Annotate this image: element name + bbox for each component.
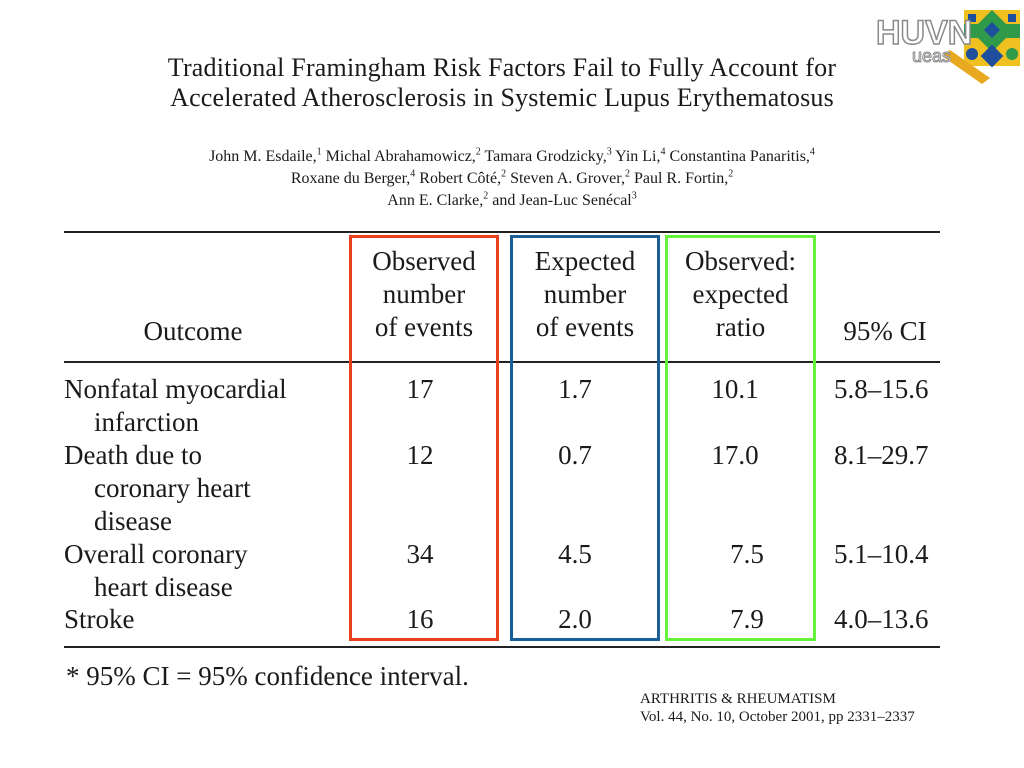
author-line-3: Ann E. Clarke,2 and Jean-Luc Senécal3 [0,190,1024,212]
table-header-rule [64,361,940,363]
row4-observed: 16 [406,604,434,634]
row1-ratio: 10.1 [711,374,759,404]
author-name: Tamara Grodzicky, [480,148,607,165]
mosaic-pattern-icon [964,10,1020,68]
author-affiliation: 4 [410,168,416,180]
table-bottom-rule [64,646,940,648]
author-name: Michal Abrahamowicz, [321,148,476,165]
author-affiliation: 4 [660,146,666,158]
header-ratio: Observed: expected ratio [685,246,796,342]
table-footnote: * 95% CI = 95% confidence interval. [66,661,469,691]
author-affiliation: 2 [483,190,489,202]
author-name: John M. Esdaile, [209,148,317,165]
row2-outcome: Death due to coronary heart disease [64,440,251,536]
row4-ci: 4.0–13.6 [834,604,929,634]
observed-column-highlight [349,235,499,641]
expected-column-highlight [510,235,660,641]
author-affiliation: 2 [728,168,734,180]
article-title-line1: Traditional Framingham Risk Factors Fail… [167,53,837,82]
author-name: Robert Côté, [415,170,502,187]
author-affiliation: 2 [501,168,507,180]
table-top-rule [64,231,940,233]
author-name: Yin Li, [611,148,661,165]
journal-volume: Vol. 44, No. 10, October 2001, pp 2331–2… [640,709,915,725]
journal-name: ARTHRITIS & RHEUMATISM [640,691,836,707]
svg-text:HUVN: HUVN [876,14,972,52]
row2-ratio: 17.0 [711,440,759,470]
row1-expected: 1.7 [558,374,592,404]
row4-ratio: 7.9 [730,604,764,634]
header-observed: Observed number of events [372,246,476,342]
row3-outcome: Overall coronary heart disease [64,539,248,602]
author-affiliation: 1 [316,146,322,158]
author-name: and Jean-Luc Senécal [488,192,632,209]
author-affiliation: 3 [606,146,612,158]
author-name: Steven A. Grover, [506,170,625,187]
author-affiliation: 4 [809,146,815,158]
author-affiliation: 3 [631,190,637,202]
article-title-line2: Accelerated Atherosclerosis in Systemic … [170,83,834,112]
author-name: Ann E. Clarke, [387,192,484,209]
row3-ci: 5.1–10.4 [834,539,929,569]
row3-expected: 4.5 [558,539,592,569]
header-ci: 95% CI [843,316,927,346]
row1-observed: 17 [406,374,434,404]
university-logo: HUVN ueas [875,10,1020,84]
svg-text:ueas: ueas [912,46,951,66]
header-outcome: Outcome [143,316,243,346]
author-line-2: Roxane du Berger,4 Robert Côté,2 Steven … [0,168,1024,190]
row3-observed: 34 [406,539,434,569]
header-expected: Expected number of events [534,246,636,342]
row3-ratio: 7.5 [730,539,764,569]
ratio-column-highlight [665,235,816,641]
author-name: Paul R. Fortin, [629,170,729,187]
author-name: Constantina Panaritis, [665,148,810,165]
row2-ci: 8.1–29.7 [834,440,929,470]
author-affiliation: 2 [624,168,630,180]
author-line-1: John M. Esdaile,1 Michal Abrahamowicz,2 … [0,146,1024,168]
row4-outcome: Stroke [64,604,135,634]
row1-outcome: Nonfatal myocardial infarction [64,374,287,437]
author-name: Roxane du Berger, [290,170,411,187]
row4-expected: 2.0 [558,604,592,634]
row1-ci: 5.8–15.6 [834,374,929,404]
author-affiliation: 2 [475,146,481,158]
row2-observed: 12 [406,440,434,470]
row2-expected: 0.7 [558,440,592,470]
